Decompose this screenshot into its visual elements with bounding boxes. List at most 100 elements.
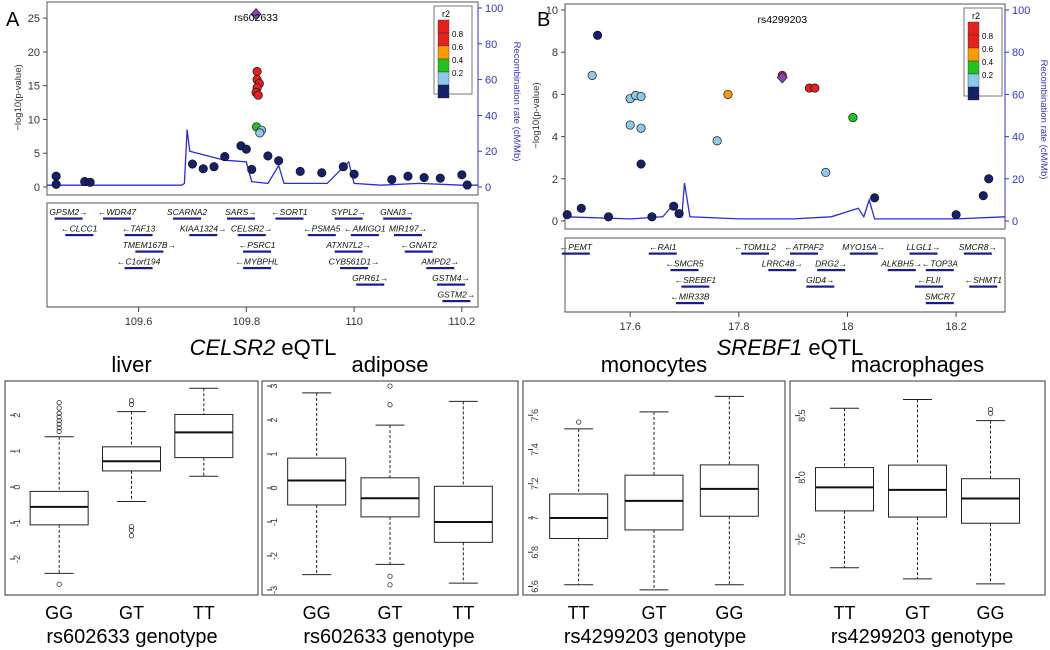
y-tick-label: 20 bbox=[28, 47, 40, 59]
eqtl-title-a: CELSR2 eQTL bbox=[190, 335, 337, 360]
gene-label: ←MYBPHL bbox=[235, 257, 279, 267]
snp-point bbox=[187, 159, 198, 169]
gene-label: ←RAI1 bbox=[649, 242, 677, 252]
regional-plot-celsr2: 0 5 10 15 20 25 −log10(p-value) 0 20 40 60 80 100 Rec… bbox=[13, 1, 522, 328]
gene-label: GPSM2→ bbox=[49, 207, 87, 217]
snp-point bbox=[457, 170, 467, 180]
x-tick-label: 18 bbox=[841, 321, 853, 333]
gene-label: GSTM2→ bbox=[438, 290, 476, 300]
snp-point bbox=[255, 128, 265, 138]
gene-label: ←FLII bbox=[917, 275, 941, 285]
gene-bar bbox=[356, 283, 385, 286]
legend-label: 0.8 bbox=[982, 32, 994, 41]
gene-label: ←CLCC1 bbox=[61, 224, 98, 234]
gene-bar bbox=[849, 252, 878, 255]
snp-point bbox=[462, 180, 472, 190]
genotype-category-label: GG bbox=[45, 603, 73, 623]
y-tick-label: 8 bbox=[552, 47, 558, 59]
legend-swatch bbox=[967, 73, 980, 88]
gene-bar bbox=[437, 283, 466, 286]
plot-frame bbox=[46, 1, 479, 196]
snp-point bbox=[349, 169, 359, 179]
gene-bar bbox=[963, 252, 992, 255]
y-tick-label: 10 bbox=[28, 114, 40, 126]
snp-point bbox=[51, 179, 61, 189]
legend-swatch bbox=[437, 32, 450, 47]
box-iqr bbox=[961, 478, 1020, 524]
y2-tick-label: 20 bbox=[1012, 174, 1024, 186]
snp-point bbox=[252, 66, 262, 77]
gene-bar bbox=[561, 252, 590, 255]
gene-bar bbox=[393, 234, 422, 237]
y-tick-label: 2 bbox=[269, 418, 279, 423]
gene-label: SCARNA2 bbox=[167, 207, 207, 217]
legend-label: 0.2 bbox=[982, 71, 994, 80]
recombination-line bbox=[564, 182, 1006, 220]
legend-swatch bbox=[967, 34, 980, 49]
gene-bar bbox=[790, 252, 819, 255]
outlier-point bbox=[56, 428, 62, 434]
gene-bar bbox=[307, 234, 336, 237]
lead-snp-label: rs4299203 bbox=[757, 14, 807, 26]
genotype-label-monocytes: rs4299203 genotype bbox=[564, 626, 746, 648]
y-tick-label: 8.0 bbox=[797, 471, 807, 484]
y-tick-label: 2 bbox=[552, 174, 558, 186]
legend-label: 0.4 bbox=[452, 56, 464, 65]
legend-swatch bbox=[437, 84, 450, 99]
recombination-line bbox=[47, 129, 478, 186]
y2-tick-label: 80 bbox=[485, 39, 497, 51]
gene-label: ←PSRC1 bbox=[239, 240, 276, 250]
legend-swatch bbox=[967, 47, 980, 62]
gene-bar bbox=[124, 234, 153, 237]
snp-point bbox=[209, 162, 219, 172]
gene-label: SYPL2→ bbox=[331, 207, 366, 217]
boxplot-monocytes: monocytes 6.6 6.8 7 7.2 7.4 7.6 TT GT GG bbox=[522, 352, 786, 623]
snp-point bbox=[253, 90, 263, 100]
box-iqr bbox=[433, 485, 493, 543]
gene-label: ←TOM1L2 bbox=[734, 242, 776, 252]
outlier-point bbox=[387, 582, 393, 588]
y-tick-label: 0 bbox=[12, 485, 22, 490]
x-tick-label: 18.2 bbox=[945, 321, 966, 333]
gene-label: ←TOP3A bbox=[922, 259, 959, 269]
gene-bar bbox=[334, 217, 363, 220]
gene-label: ←AMIGO1 bbox=[344, 224, 386, 234]
genotype-category-label: GT bbox=[905, 603, 930, 623]
gene-bar bbox=[189, 234, 218, 237]
snp-point bbox=[295, 166, 305, 177]
snp-point bbox=[263, 151, 273, 161]
gene-label: ←GNAT2 bbox=[401, 240, 437, 250]
outlier-point bbox=[387, 402, 393, 408]
gene-label: MIR197→ bbox=[389, 224, 427, 234]
y-tick-label: 25 bbox=[28, 13, 40, 25]
snp-point bbox=[387, 175, 397, 185]
legend-label: 0.6 bbox=[982, 45, 994, 54]
legend-label: 0.8 bbox=[452, 30, 464, 39]
boxplot-liver: liver -2 -1 0 1 2 GG GT TT bbox=[4, 352, 259, 623]
gene-bar bbox=[442, 300, 471, 303]
legend-swatch bbox=[967, 86, 980, 101]
genotype-category-label: TT bbox=[193, 603, 215, 623]
gene-label: ←PEMT bbox=[560, 242, 593, 252]
outlier-point bbox=[128, 398, 135, 404]
y2-axis-label: Recombination rate (cM/Mb) bbox=[511, 42, 522, 162]
panel-b-letter: B bbox=[537, 9, 550, 31]
gene-bar bbox=[54, 217, 83, 220]
snp-point bbox=[636, 123, 646, 133]
outlier-point bbox=[56, 417, 62, 424]
snp-point bbox=[647, 212, 657, 222]
boxplot-title: macrophages bbox=[851, 352, 984, 377]
snp-point bbox=[636, 91, 646, 102]
y-tick-label: 15 bbox=[28, 81, 40, 93]
snp-point bbox=[669, 201, 679, 211]
gene-label: MYO15A→ bbox=[842, 242, 885, 252]
y-tick-label: 0 bbox=[269, 485, 279, 490]
legend-label: 0.4 bbox=[982, 58, 994, 67]
y-tick-label: 6.6 bbox=[530, 580, 540, 593]
legend-swatch bbox=[437, 19, 450, 34]
outlier-point bbox=[576, 419, 582, 425]
y-tick-label: 0 bbox=[552, 216, 558, 228]
outlier-point bbox=[56, 414, 62, 420]
gene-label: KIAA1324→ bbox=[180, 224, 227, 234]
